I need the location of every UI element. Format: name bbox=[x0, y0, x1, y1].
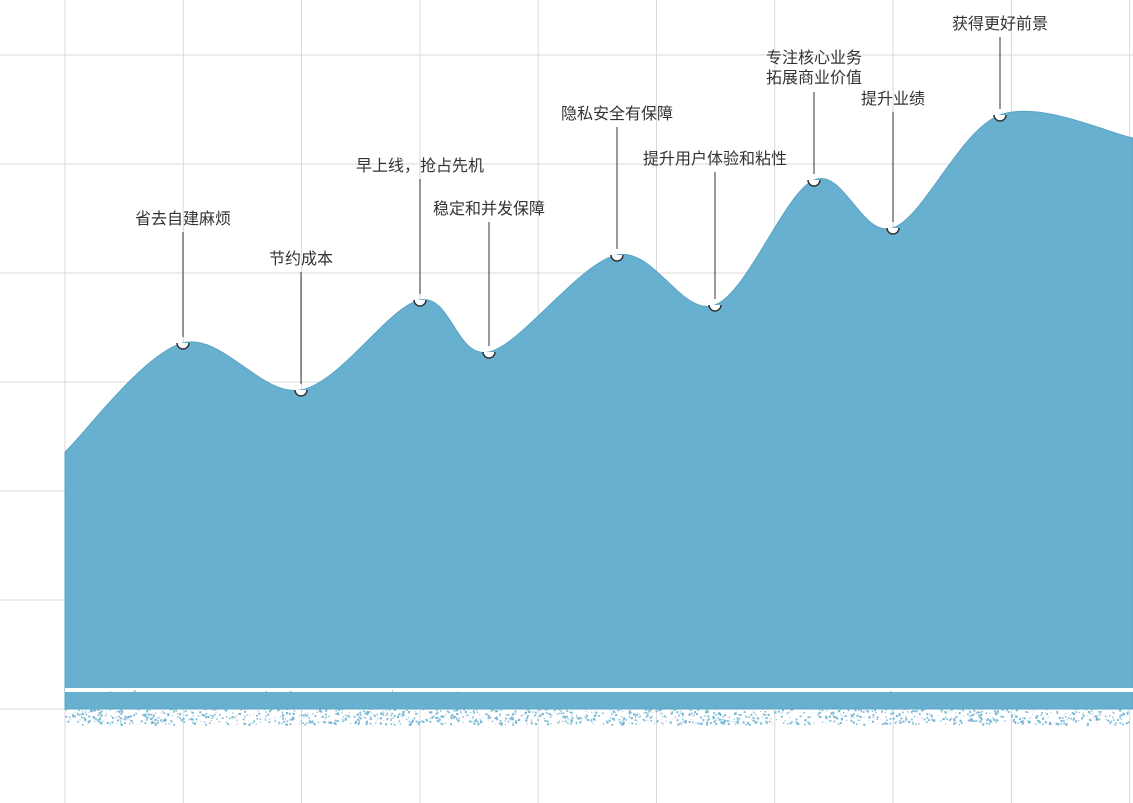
data-label: 专注核心业务 拓展商业价值 bbox=[766, 49, 862, 89]
data-marker bbox=[483, 352, 495, 358]
chart-container: { "chart": { "type": "area", "width": 11… bbox=[0, 0, 1133, 803]
data-label: 提升业绩 bbox=[861, 90, 925, 110]
data-marker bbox=[709, 305, 721, 311]
area-fill bbox=[65, 111, 1133, 709]
data-label: 获得更好前景 bbox=[952, 15, 1048, 35]
data-marker bbox=[808, 180, 820, 186]
data-marker bbox=[295, 390, 307, 396]
data-label: 节约成本 bbox=[269, 250, 333, 270]
data-marker bbox=[887, 228, 899, 234]
data-marker bbox=[177, 343, 189, 349]
data-label: 省去自建麻烦 bbox=[135, 210, 231, 230]
data-marker bbox=[994, 115, 1006, 121]
data-label: 早上线，抢占先机 bbox=[356, 157, 484, 177]
data-label: 提升用户体验和粘性 bbox=[643, 150, 787, 170]
data-label: 稳定和并发保障 bbox=[433, 200, 545, 220]
data-marker bbox=[611, 255, 623, 261]
data-label: 隐私安全有保障 bbox=[561, 105, 673, 125]
data-marker bbox=[414, 300, 426, 306]
